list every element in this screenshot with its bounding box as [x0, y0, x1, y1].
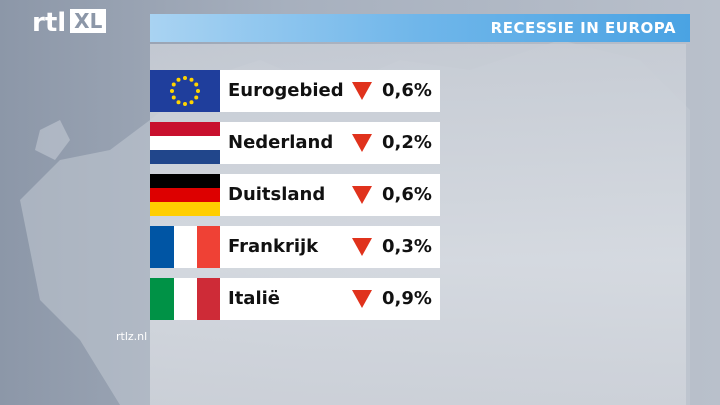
- row: Duitsland 0,6%: [150, 174, 440, 216]
- country: Eurogebied: [228, 80, 344, 101]
- change: 0,2%: [382, 132, 432, 153]
- down-arrow: [352, 134, 372, 152]
- change: 0,6%: [382, 184, 432, 205]
- star: [176, 100, 181, 105]
- star: [189, 77, 194, 82]
- title: RECESSIE IN EUROPA: [490, 19, 676, 37]
- star: [194, 95, 199, 100]
- star: [171, 82, 176, 87]
- site-url: rtlz.nl: [116, 330, 148, 343]
- down-arrow: [352, 82, 372, 100]
- change: 0,6%: [382, 80, 432, 101]
- country: Italië: [228, 288, 280, 309]
- flag-de: [150, 174, 220, 216]
- flag-it: [150, 278, 220, 320]
- star: [194, 82, 199, 87]
- down-arrow: [352, 290, 372, 308]
- row: Frankrijk 0,3%: [150, 226, 440, 268]
- row: Nederland 0,2%: [150, 122, 440, 164]
- logo-xl: XL: [70, 9, 107, 33]
- star: [171, 95, 176, 100]
- title-bar: [150, 14, 690, 42]
- star: [196, 89, 200, 93]
- logo: rtl XL: [32, 8, 107, 38]
- flag-fr: [150, 226, 220, 268]
- logo-rtl: rtl: [32, 8, 67, 38]
- row: Italië 0,9%: [150, 278, 440, 320]
- country: Duitsland: [228, 184, 326, 205]
- row: Eurogebied 0,6%: [150, 70, 440, 112]
- star: [176, 77, 181, 82]
- change: 0,3%: [382, 236, 432, 257]
- star: [189, 100, 194, 105]
- country: Frankrijk: [228, 236, 319, 257]
- down-arrow: [352, 238, 372, 256]
- star: [183, 76, 187, 80]
- change: 0,9%: [382, 288, 432, 309]
- star: [183, 102, 187, 106]
- flag-eu: [150, 70, 220, 112]
- flag-nl: [150, 122, 220, 164]
- down-arrow: [352, 186, 372, 204]
- country: Nederland: [228, 132, 334, 153]
- star: [170, 89, 174, 93]
